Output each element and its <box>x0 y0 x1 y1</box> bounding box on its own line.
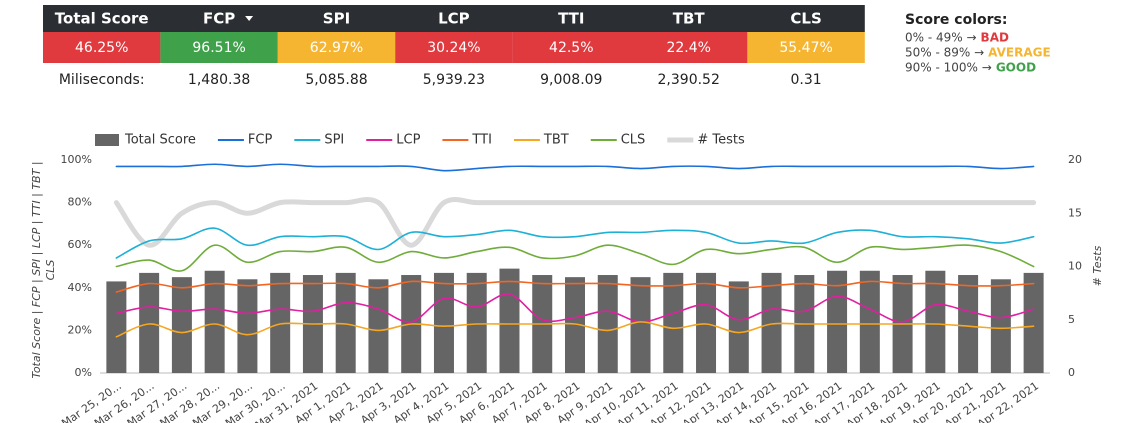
y2-tick-label: 10 <box>1068 260 1082 273</box>
bar <box>433 272 454 373</box>
metric-line <box>115 227 1035 259</box>
legend-swatch <box>95 134 119 146</box>
header-bg <box>43 5 865 32</box>
y-tick-label: 20% <box>68 323 92 336</box>
bar <box>958 275 979 373</box>
metric-line <box>115 163 1035 172</box>
ms-value: 5,085.88 <box>305 72 367 88</box>
y-tick-label: 40% <box>68 281 92 294</box>
score-value: 46.25% <box>75 40 128 56</box>
score-cell <box>43 32 161 63</box>
bar <box>990 279 1011 373</box>
bar <box>139 272 160 373</box>
score-value: 42.5% <box>549 40 593 56</box>
score-range: 50% - 89% → <box>905 46 984 60</box>
legend-label: Total Score <box>124 133 196 148</box>
bar <box>925 270 946 373</box>
metric-line <box>115 293 1035 323</box>
ms-label: Miliseconds: <box>59 72 145 88</box>
y-tick-label: 0% <box>75 366 92 379</box>
bar <box>663 272 684 373</box>
score-cell <box>512 32 630 63</box>
column-header: SPI <box>323 10 350 28</box>
score-colors-title: Score colors: <box>905 12 1007 28</box>
ms-value: 1,480.38 <box>188 72 250 88</box>
bar <box>696 272 717 373</box>
bar <box>1023 272 1044 373</box>
score-value: 55.47% <box>779 40 832 56</box>
bar <box>761 272 782 373</box>
score-cell <box>395 32 513 63</box>
score-cell <box>630 32 748 63</box>
score-value: 96.51% <box>192 40 245 56</box>
score-label: BAD <box>981 31 1009 45</box>
legend-label: FCP <box>248 133 273 148</box>
metric-line <box>115 321 1035 338</box>
bar <box>565 277 585 373</box>
y2-tick-label: 0 <box>1068 366 1075 379</box>
bar <box>335 272 356 373</box>
score-label: AVERAGE <box>988 46 1051 60</box>
ms-value: 9,008.09 <box>540 72 602 88</box>
column-header: TBT <box>673 10 706 28</box>
bar <box>106 281 127 373</box>
score-cell <box>747 32 865 63</box>
bar <box>237 279 258 373</box>
bar <box>204 270 225 373</box>
sort-icon <box>245 16 254 21</box>
legend-label: CLS <box>621 133 646 148</box>
bar <box>466 272 487 373</box>
ms-value: 5,939.23 <box>423 72 485 88</box>
bar <box>270 272 291 373</box>
bar <box>499 268 520 373</box>
score-range: 90% - 100% → <box>905 61 992 75</box>
y-tick-label: 100% <box>61 153 92 166</box>
metric-line <box>115 280 1035 293</box>
score-value: 30.24% <box>427 40 480 56</box>
column-header: Total Score <box>55 10 149 28</box>
bar <box>728 281 749 373</box>
y2-tick-label: 20 <box>1068 153 1082 166</box>
column-header: FCP <box>203 10 235 28</box>
ms-value: 0.31 <box>791 72 822 88</box>
score-label: GOOD <box>996 61 1036 75</box>
y-tick-label: 60% <box>68 238 92 251</box>
y-tick-label: 80% <box>68 196 92 209</box>
legend-label: # Tests <box>697 133 745 148</box>
legend-label: TTI <box>471 133 492 148</box>
bar <box>171 277 192 373</box>
score-range: 0% - 49% → <box>905 31 977 45</box>
bar <box>368 279 389 373</box>
y-axis-title: Total Score | FCP | SPI | LCP | TTI | TB… <box>30 161 57 379</box>
bar <box>630 277 651 373</box>
column-header: LCP <box>438 10 470 28</box>
legend-label: SPI <box>324 133 344 148</box>
ms-value: 2,390.52 <box>658 72 720 88</box>
score-value: 22.4% <box>666 40 710 56</box>
legend-label: TBT <box>543 133 569 148</box>
bar <box>859 270 880 373</box>
column-header: TTI <box>558 10 584 28</box>
score-cell <box>277 32 396 63</box>
tests-line <box>113 196 1037 248</box>
column-header: CLS <box>790 10 821 28</box>
y2-axis-title: # Tests <box>1091 245 1104 286</box>
y2-tick-label: 5 <box>1068 313 1075 326</box>
metric-line <box>115 244 1035 272</box>
y2-tick-label: 15 <box>1068 206 1082 219</box>
legend-label: LCP <box>396 133 420 148</box>
bar <box>597 275 618 373</box>
score-cell <box>160 32 278 63</box>
score-value: 62.97% <box>310 40 363 56</box>
